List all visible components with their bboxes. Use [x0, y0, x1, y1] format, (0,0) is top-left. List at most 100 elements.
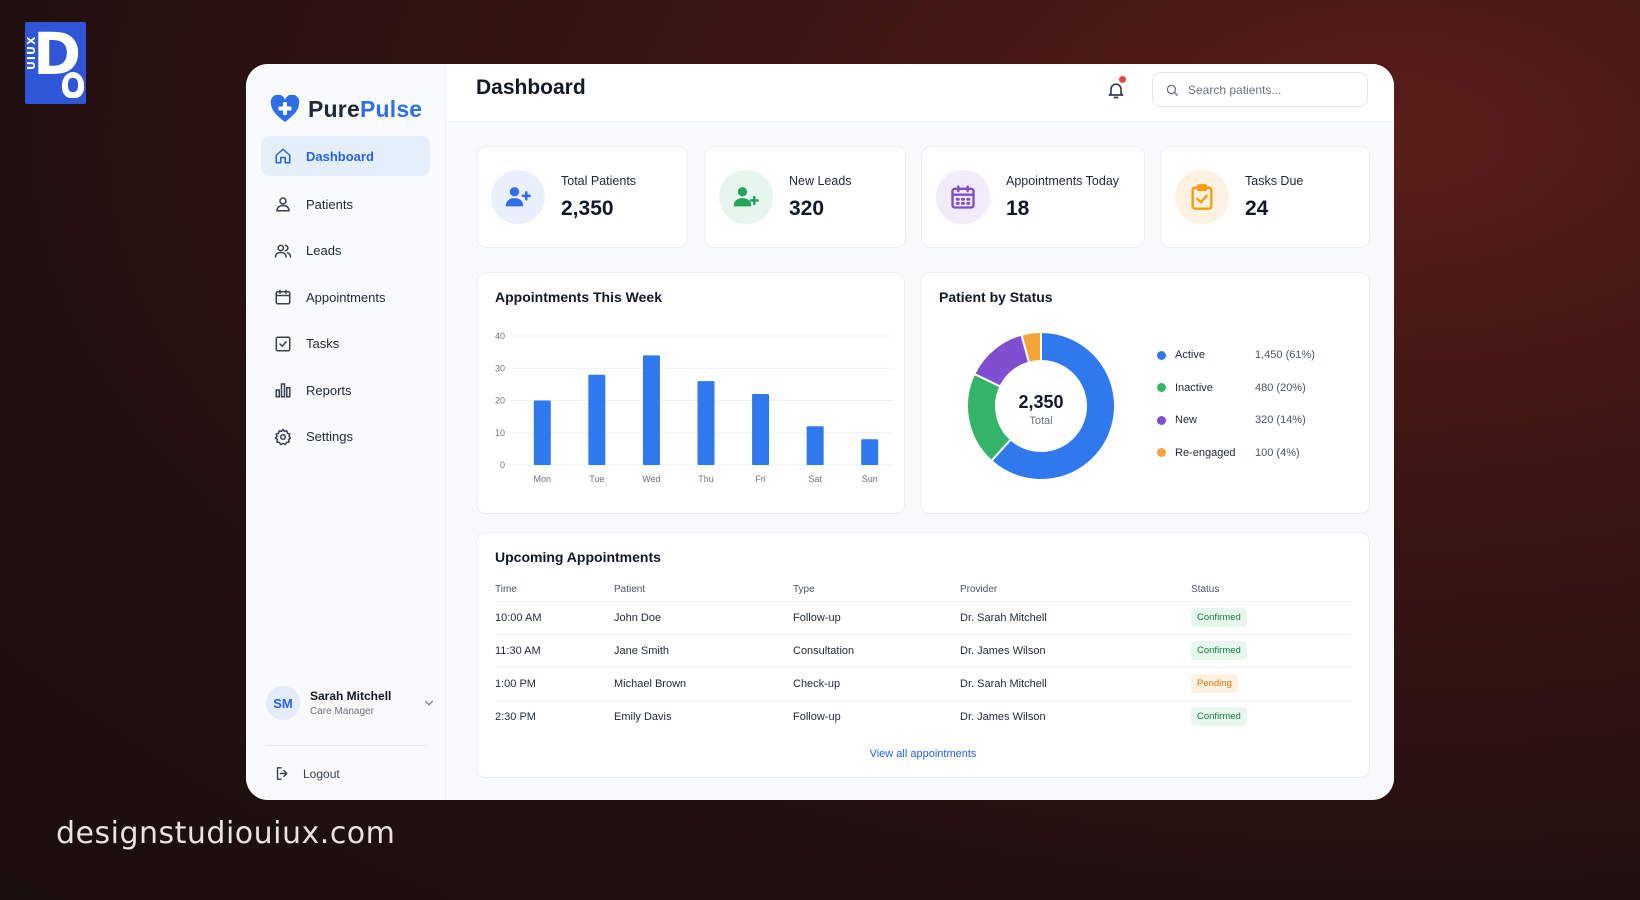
column-header-status[interactable]: Status — [1191, 579, 1351, 602]
sidebar-item-settings[interactable]: Settings — [261, 417, 430, 457]
bar-fri — [752, 394, 770, 465]
y-tick-label: 30 — [495, 363, 505, 373]
x-tick-label: Sun — [862, 474, 878, 484]
main-content: Dashboard Total Patients 2,350 New Le — [446, 64, 1394, 800]
sidebar-item-label: Leads — [306, 243, 342, 258]
bar-chart-icon — [275, 383, 291, 398]
cell-type: Check-up — [793, 667, 960, 701]
legend-label: New — [1175, 414, 1198, 427]
status-badge: Pending — [1191, 674, 1238, 693]
stat-icon-circle — [491, 170, 545, 224]
user-icon — [276, 197, 290, 212]
status-badge: Confirmed — [1191, 707, 1247, 727]
y-tick-label: 40 — [495, 331, 505, 341]
stat-label: Appointments Today — [1006, 173, 1120, 188]
legend-item-active[interactable]: Active 1,450 (61%) — [1157, 339, 1337, 372]
y-tick-label: 0 — [500, 460, 505, 470]
column-header-time[interactable]: Time — [495, 579, 614, 602]
app-window: PurePulse Dashboard Patients Leads Appoi… — [246, 64, 1394, 800]
stat-value: 320 — [789, 196, 825, 220]
stat-value: 24 — [1245, 196, 1269, 220]
cell-time: 10:00 AM — [495, 601, 614, 635]
stat-card-total-patients[interactable]: Total Patients 2,350 — [476, 146, 688, 248]
user-role: Care Manager — [310, 706, 374, 717]
bar-mon — [533, 400, 551, 465]
patient-status-donut — [966, 330, 1116, 481]
donut-legend: Active 1,450 (61%) Inactive 480 (20%) New 320… — [1157, 339, 1337, 469]
stat-value: 18 — [1006, 196, 1030, 220]
legend-value: 100 (4%) — [1255, 446, 1300, 459]
column-header-patient[interactable]: Patient — [614, 579, 793, 602]
search-box[interactable] — [1152, 72, 1368, 107]
cell-provider: Dr. Sarah Mitchell — [960, 667, 1191, 701]
table-row[interactable]: 11:30 AM Jane Smith Consultation Dr. Jam… — [495, 634, 1351, 668]
brand-name: PurePulse — [308, 95, 423, 122]
gear-icon — [274, 428, 292, 445]
user-name: Sarah Mitchell — [310, 689, 392, 703]
legend-label: Active — [1175, 349, 1205, 362]
sidebar-item-appointments[interactable]: Appointments — [261, 277, 430, 317]
bar-wed — [642, 355, 660, 465]
search-input[interactable] — [1188, 82, 1358, 97]
notification-dot — [1119, 76, 1126, 83]
panel-title: Upcoming Appointments — [495, 549, 661, 565]
legend-swatch — [1157, 383, 1166, 393]
status-badge: Confirmed — [1191, 608, 1247, 627]
x-tick-label: Thu — [698, 474, 714, 484]
bar-tue — [588, 374, 606, 465]
topbar: Dashboard — [446, 64, 1394, 122]
patient-status-panel: Patient by Status 2,350 Total Active 1,45… — [920, 272, 1370, 514]
home-icon — [275, 148, 291, 164]
bell-icon[interactable] — [1106, 80, 1126, 100]
column-header-provider[interactable]: Provider — [960, 579, 1191, 602]
legend-item-new[interactable]: New 320 (14%) — [1157, 404, 1337, 437]
stat-label: New Leads — [789, 173, 852, 188]
sidebar-item-dashboard[interactable]: Dashboard — [261, 136, 430, 176]
sidebar-item-tasks[interactable]: Tasks — [261, 324, 430, 364]
stat-card-tasks-due[interactable]: Tasks Due 24 — [1160, 146, 1370, 248]
chevron-down-icon[interactable] — [422, 696, 436, 710]
x-tick-label: Mon — [534, 474, 552, 484]
stat-card-new-leads[interactable]: New Leads 320 — [704, 146, 906, 248]
column-header-type[interactable]: Type — [793, 579, 960, 602]
cell-type: Follow-up — [793, 710, 841, 723]
stat-card-appointments-today[interactable]: Appointments Today 18 — [921, 146, 1145, 248]
sidebar-item-label: Dashboard — [306, 148, 374, 164]
sidebar-item-reports[interactable]: Reports — [261, 370, 430, 410]
donut-center-value: 2,350 — [1018, 392, 1064, 412]
legend-item-inactive[interactable]: Inactive 480 (20%) — [1157, 372, 1337, 405]
cell-time: 11:30 AM — [495, 634, 614, 668]
cell-patient: John Doe — [614, 601, 793, 635]
legend-item-re-engaged[interactable]: Re-engaged 100 (4%) — [1157, 437, 1337, 470]
cell-status: Confirmed — [1191, 700, 1351, 733]
donut-center-label: Total — [1029, 415, 1053, 427]
sidebar-item-label: Appointments — [306, 289, 386, 305]
y-tick-label: 20 — [495, 396, 505, 406]
view-all-appointments-link[interactable]: View all appointments — [869, 748, 977, 760]
heart-plus-icon — [270, 95, 300, 122]
status-badge: Confirmed — [1191, 641, 1247, 660]
stat-icon-circle — [936, 170, 990, 224]
sidebar-item-leads[interactable]: Leads — [261, 231, 430, 271]
slice-active — [989, 330, 1116, 481]
logout-button[interactable]: Logout — [274, 765, 340, 782]
stat-value: 2,350 — [561, 196, 614, 220]
logout-icon — [276, 767, 288, 780]
table-row[interactable]: 2:30 PM Emily Davis Follow-up Dr. James … — [495, 700, 1351, 733]
sidebar-item-label: Reports — [306, 382, 352, 398]
sidebar-item-patients[interactable]: Patients — [261, 184, 430, 224]
logo-letter-s — [62, 72, 84, 98]
sidebar-item-label: Settings — [306, 429, 353, 444]
brand-logo[interactable]: PurePulse — [246, 64, 445, 136]
calendar-icon — [275, 289, 291, 305]
stat-icon-circle — [1175, 170, 1229, 224]
user-profile[interactable]: SM Sarah Mitchell Care Manager — [266, 678, 436, 728]
upcoming-appointments-panel: Upcoming Appointments Time Patient Type … — [476, 532, 1370, 778]
cell-status: Confirmed — [1191, 601, 1351, 635]
stat-icon-circle — [719, 170, 773, 224]
x-tick-label: Fri — [755, 474, 766, 484]
cell-time: 2:30 PM — [495, 710, 536, 723]
table-row[interactable]: 10:00 AM John Doe Follow-up Dr. Sarah Mi… — [495, 601, 1351, 635]
checkbox-icon — [275, 336, 291, 351]
table-row[interactable]: 1:00 PM Michael Brown Check-up Dr. Sarah… — [495, 667, 1351, 701]
